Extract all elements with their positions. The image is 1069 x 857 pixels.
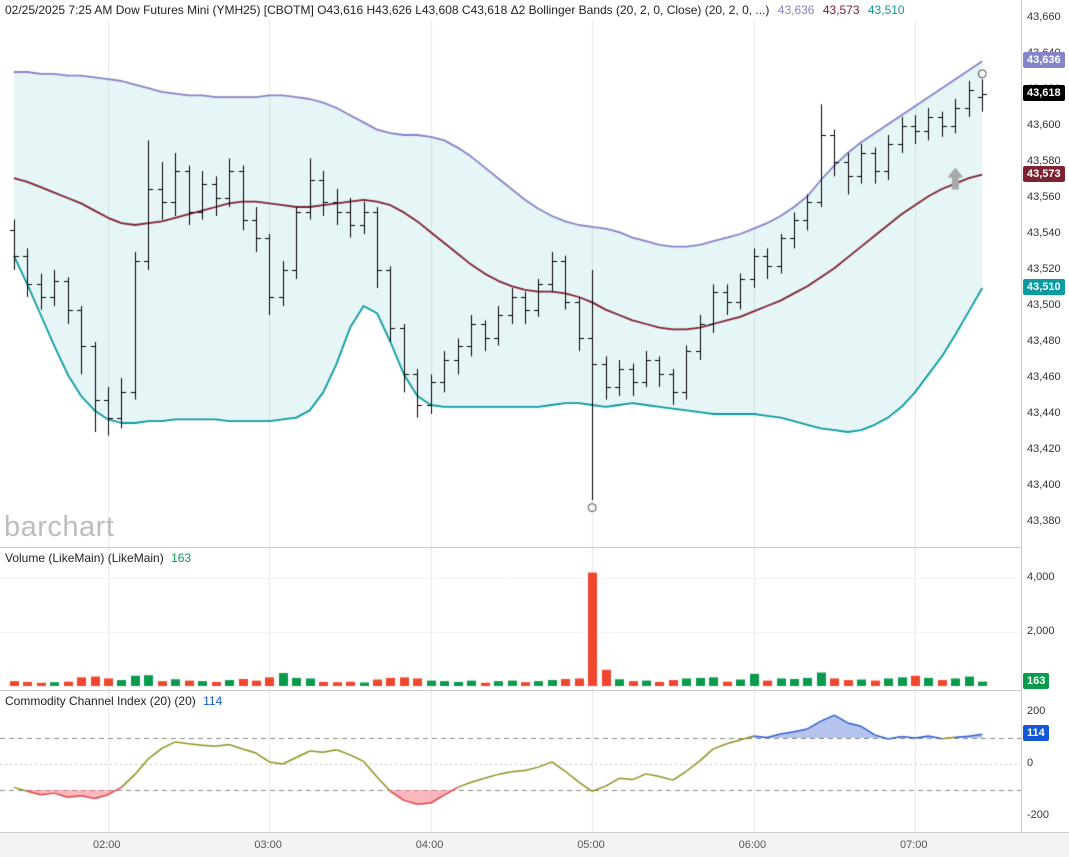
time-axis-label: 06:00 [738,839,767,851]
axis-tick-label: 43,580 [1027,155,1061,167]
volume-cci-divider [0,690,1069,691]
axis-tick-label: 43,380 [1027,515,1061,527]
axis-tick-label: 43,660 [1027,11,1061,23]
axis-tick-label: 43,440 [1027,407,1061,419]
price-panel-canvas[interactable] [0,20,1021,547]
bb-middle-band-badge: 43,573 [1023,165,1065,182]
volume-value-badge: 163 [1023,672,1050,689]
time-axis-label: 05:00 [577,839,605,851]
volume-current-value: 163 [171,551,192,565]
bb-lower-band-badge: 43,510 [1023,279,1065,295]
cci-label-text: Commodity Channel Index (20) (20) [5,694,196,708]
last-price-badge: 43,618 [1023,84,1065,101]
time-axis[interactable]: 02:00 03:00 04:00 05:00 06:00 07:00 [0,832,1069,857]
axis-tick-label: 43,500 [1027,299,1061,311]
chart-header: 02/25/2025 7:25 AM Dow Futures Mini (YMH… [5,3,905,17]
time-axis-label: 07:00 [900,839,928,851]
axis-tick-label: 200 [1027,705,1046,717]
axis-tick-label: 43,600 [1027,119,1061,131]
axis-tick-label: 43,460 [1027,371,1061,383]
price-axis-column[interactable]: 43,66043,64043,62043,60043,58043,56043,5… [1021,0,1069,832]
axis-tick-label: 43,520 [1027,263,1061,275]
axis-tick-label: 0 [1027,757,1034,769]
cci-panel-label: Commodity Channel Index (20) (20) 114 [5,694,222,708]
axis-tick-label: 43,480 [1027,335,1061,347]
barchart-watermark: barchart [4,511,115,543]
axis-tick-label: -200 [1027,809,1050,821]
volume-label-text: Volume (LikeMain) (LikeMain) [5,551,164,565]
time-axis-label: 04:00 [415,839,444,851]
bb-lower-value: 43,510 [867,3,905,17]
bb-middle-value: 43,573 [822,3,860,17]
axis-tick-label: 43,540 [1027,227,1061,239]
cci-value-badge: 114 [1023,725,1049,742]
axis-tick-label: 43,420 [1027,443,1061,455]
price-volume-divider [0,547,1069,548]
time-axis-label: 03:00 [254,839,282,851]
cci-current-value: 114 [203,694,223,708]
symbol-ohlc-text: 02/25/2025 7:25 AM Dow Futures Mini (YMH… [5,3,770,17]
axis-tick-label: 43,560 [1027,191,1061,203]
time-axis-label: 02:00 [93,839,121,851]
axis-tick-label: 2,000 [1027,625,1055,637]
volume-panel-canvas[interactable] [0,548,1021,690]
axis-tick-label: 4,000 [1027,571,1055,583]
cci-panel-canvas[interactable] [0,691,1021,832]
bb-upper-value: 43,636 [777,3,815,17]
volume-panel-label: Volume (LikeMain) (LikeMain) 163 [5,551,191,565]
bb-upper-band-badge: 43,636 [1023,52,1065,69]
axis-tick-label: 43,400 [1027,479,1061,491]
